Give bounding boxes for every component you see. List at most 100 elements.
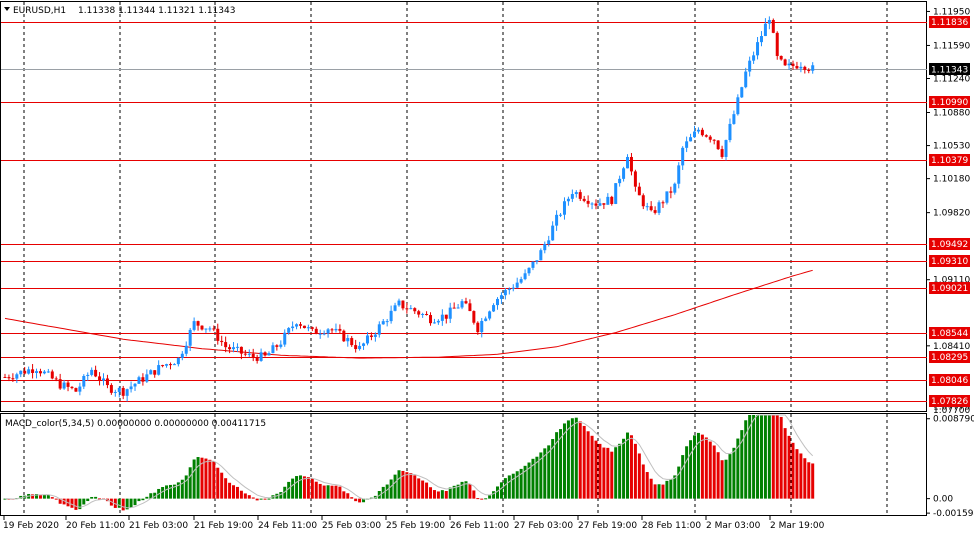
- macd-axis: 0.0087903 0.00 -0.001594: [927, 415, 974, 519]
- time-tick-label: 2 Mar 19:00: [770, 521, 825, 531]
- macd-bar: [330, 485, 334, 499]
- current-price-label: 1.11343: [931, 66, 968, 76]
- level-price-label: 1.08046: [931, 376, 968, 386]
- time-tick-label: 25 Feb 03:00: [322, 521, 381, 531]
- candle-body: [566, 198, 570, 202]
- macd-bar: [578, 421, 582, 499]
- macd-bar: [496, 486, 499, 499]
- macd-bar: [306, 477, 310, 499]
- candle-body: [31, 369, 35, 373]
- macd-bar: [523, 465, 527, 499]
- candle-body: [728, 123, 732, 141]
- candle-body: [302, 325, 306, 329]
- price-tick-label: 1.08410: [933, 342, 970, 352]
- horizontal-levels[interactable]: [1, 22, 927, 402]
- time-tick-label: 27 Feb 19:00: [578, 521, 637, 531]
- level-price-badge: [929, 255, 970, 267]
- candle-body: [756, 42, 760, 56]
- macd-bar: [752, 415, 756, 499]
- candle-body: [527, 267, 531, 274]
- macd-bar: [799, 453, 803, 499]
- macd-bar: [547, 445, 551, 499]
- level-price-label: 1.09492: [931, 240, 968, 250]
- macd-bar: [736, 438, 740, 499]
- candle-body: [464, 301, 468, 304]
- candle-body: [220, 340, 224, 343]
- time-tick-label: 21 Feb 19:00: [194, 521, 253, 531]
- macd-bar: [50, 497, 54, 499]
- candle-body: [622, 168, 626, 179]
- macd-bar: [535, 456, 539, 499]
- candle-body: [247, 353, 251, 355]
- candle-body: [62, 382, 66, 389]
- candle-body: [559, 214, 563, 216]
- macd-bar: [224, 478, 228, 499]
- macd-bar: [740, 430, 744, 499]
- candle-body: [704, 135, 708, 137]
- macd-bar: [168, 484, 172, 499]
- level-price-label: 1.09021: [931, 284, 968, 294]
- candle-body: [555, 214, 559, 226]
- candle-body: [448, 307, 452, 319]
- candle-body: [653, 210, 657, 213]
- candle-body: [373, 334, 377, 337]
- macd-bar: [74, 498, 78, 510]
- macd-bar: [389, 479, 393, 499]
- candle-body: [752, 55, 756, 61]
- candle-body: [767, 19, 771, 24]
- macd-histogram: [3, 414, 815, 511]
- candle-body: [389, 310, 393, 322]
- macd-bar: [807, 462, 811, 499]
- price-tick-label: 1.09820: [933, 209, 970, 219]
- candle-body: [551, 225, 555, 241]
- candle-body: [511, 287, 515, 289]
- macd-bar: [184, 475, 188, 499]
- candle-body: [129, 386, 133, 390]
- chart-menu-triangle-icon[interactable]: [4, 7, 10, 11]
- candle-body: [693, 131, 696, 138]
- candle-body: [657, 202, 661, 213]
- macd-bar: [456, 484, 460, 499]
- candle-body: [645, 206, 649, 208]
- macd-bar: [515, 471, 519, 499]
- macd-bar: [728, 454, 732, 499]
- level-price-badge: [929, 374, 970, 386]
- macd-bar: [141, 498, 145, 501]
- macd-bar: [54, 498, 58, 500]
- candle-body: [480, 320, 484, 333]
- candle-body: [748, 60, 752, 72]
- macd-bar: [436, 491, 440, 499]
- candle-body: [271, 345, 275, 354]
- macd-bar: [354, 498, 358, 502]
- candle-body: [590, 203, 594, 205]
- chart-ohlc-label: 1.11338 1.11344 1.11321 1.11343: [78, 6, 235, 16]
- candle-body: [523, 273, 527, 280]
- level-price-label: 1.08544: [931, 329, 968, 339]
- candle-body: [38, 371, 42, 374]
- candle-body: [299, 324, 302, 326]
- macd-bar: [318, 483, 322, 499]
- macd-bar: [712, 445, 716, 499]
- candle-body: [685, 141, 689, 148]
- candle-body: [354, 345, 358, 350]
- macd-bar: [196, 457, 200, 499]
- candle-body: [425, 313, 429, 316]
- candle-body: [539, 250, 543, 261]
- macd-bar: [172, 484, 176, 499]
- macd-bar: [519, 468, 523, 499]
- candle-body: [94, 369, 98, 377]
- candle-body: [306, 327, 310, 329]
- macd-bar: [759, 415, 763, 499]
- candle-body: [681, 147, 685, 166]
- price-tick-label: 1.10880: [933, 109, 970, 119]
- macd-bar: [677, 466, 681, 499]
- macd-bar: [464, 481, 468, 499]
- macd-bar: [393, 474, 397, 499]
- candle-body: [618, 178, 622, 184]
- candle-body: [133, 383, 137, 387]
- macd-bar: [42, 494, 46, 499]
- candle-body: [673, 183, 677, 193]
- macd-title-label: MACD_color(5,34,5) 0.00000000 0.00000000…: [5, 419, 266, 429]
